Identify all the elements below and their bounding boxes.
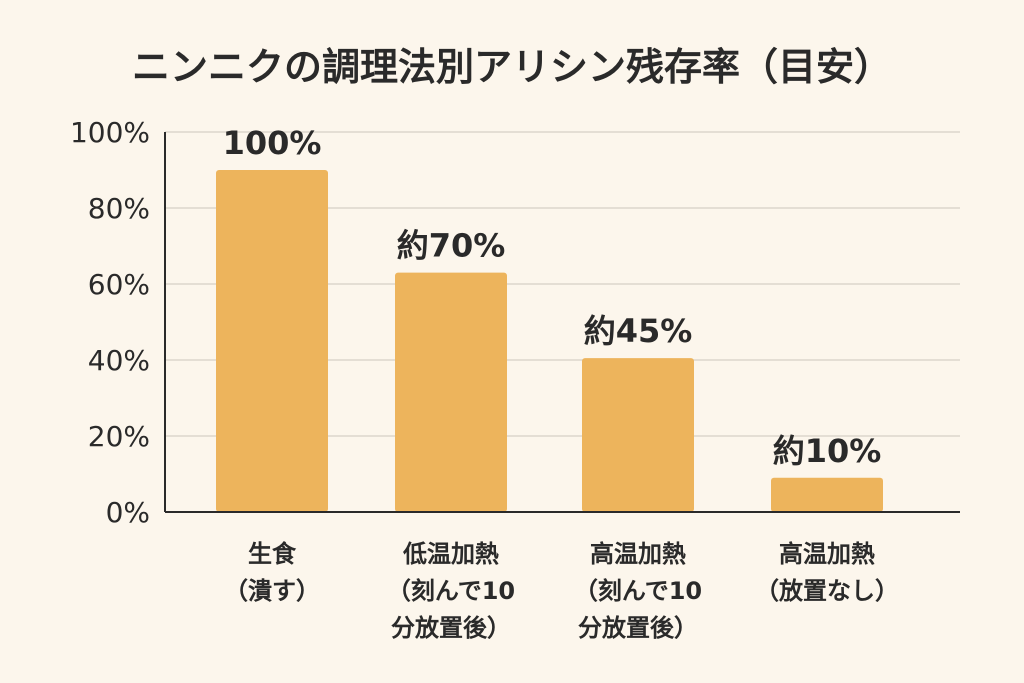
category-label: 低温加熱 xyxy=(402,540,499,568)
bar-value-label: 100% xyxy=(223,124,322,162)
value-labels: 100% 約70% 約45% 約10% xyxy=(223,124,882,470)
category-label: （放置なし） xyxy=(755,577,899,605)
bar xyxy=(395,272,507,512)
chart-title: ニンニクの調理法別アリシン残存率（目安） xyxy=(132,45,892,89)
category-label: 分放置後） xyxy=(578,614,698,642)
bar-value-label: 約70% xyxy=(397,227,506,265)
category-label: 高温加熱 xyxy=(779,540,875,568)
y-axis-ticks: 0% 20% 40% 60% 80% 100% xyxy=(70,116,150,529)
bar xyxy=(216,170,328,512)
y-tick-label: 40% xyxy=(88,344,150,377)
y-tick-label: 60% xyxy=(88,268,150,301)
y-tick-label: 80% xyxy=(88,192,150,225)
bars xyxy=(216,170,883,512)
category-label: 分放置後） xyxy=(391,614,511,642)
category-label: （刻んで10 xyxy=(574,577,702,605)
bar-value-label: 約10% xyxy=(773,432,882,470)
category-label: （潰す） xyxy=(224,577,320,605)
bar-value-label: 約45% xyxy=(584,312,693,350)
category-label: （刻んで10 xyxy=(387,577,515,605)
category-label: 生食 xyxy=(248,540,297,568)
category-label: 高温加熱 xyxy=(590,540,686,568)
bar xyxy=(771,477,883,512)
y-tick-label: 20% xyxy=(88,420,150,453)
bar xyxy=(582,358,694,512)
y-tick-label: 0% xyxy=(106,496,150,529)
category-labels: 生食 （潰す） 低温加熱 （刻んで10 分放置後） 高温加熱 （刻んで10 分放置後） 高温加熱… xyxy=(224,540,899,642)
y-tick-label: 100% xyxy=(70,116,150,149)
